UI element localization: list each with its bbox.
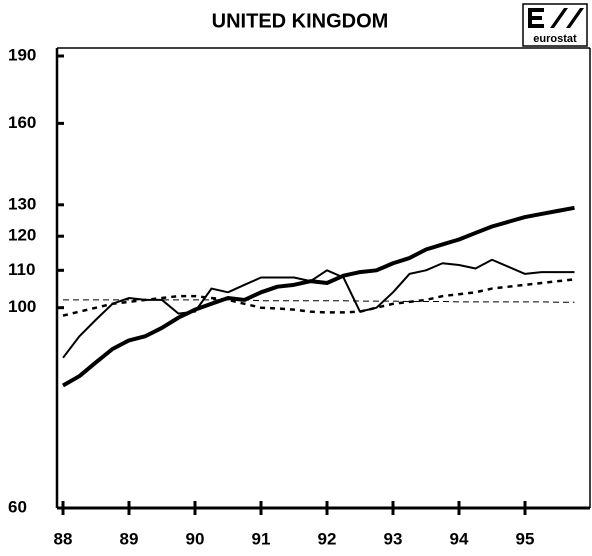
series-line: [63, 299, 575, 303]
x-tick-label: 88: [54, 529, 73, 548]
logo: eurostat: [522, 3, 588, 47]
chart-title: UNITED KINGDOM: [212, 10, 389, 32]
series-line: [62, 258, 575, 359]
x-tick-label: 91: [252, 529, 271, 548]
x-tick-label: 95: [516, 529, 535, 548]
logo-mark: [528, 8, 584, 28]
y-tick-label: 160: [8, 113, 36, 132]
x-tick-label: 90: [186, 529, 205, 548]
series-line: [62, 278, 575, 317]
x-tick-label: 94: [450, 529, 469, 548]
y-tick-label: 120: [8, 226, 36, 245]
y-tick-label: 60: [8, 497, 27, 516]
x-tick-label: 89: [120, 529, 139, 548]
series-line: [62, 205, 575, 388]
y-tick-label: 130: [8, 194, 36, 213]
y-tick-label: 100: [8, 297, 36, 316]
logo-text: eurostat: [533, 33, 577, 45]
logo-frame: [522, 3, 588, 47]
y-tick-label: 110: [8, 260, 35, 279]
x-tick-label: 92: [318, 529, 337, 548]
x-tick-label: 93: [384, 529, 403, 548]
y-tick-label: 190: [8, 45, 36, 64]
